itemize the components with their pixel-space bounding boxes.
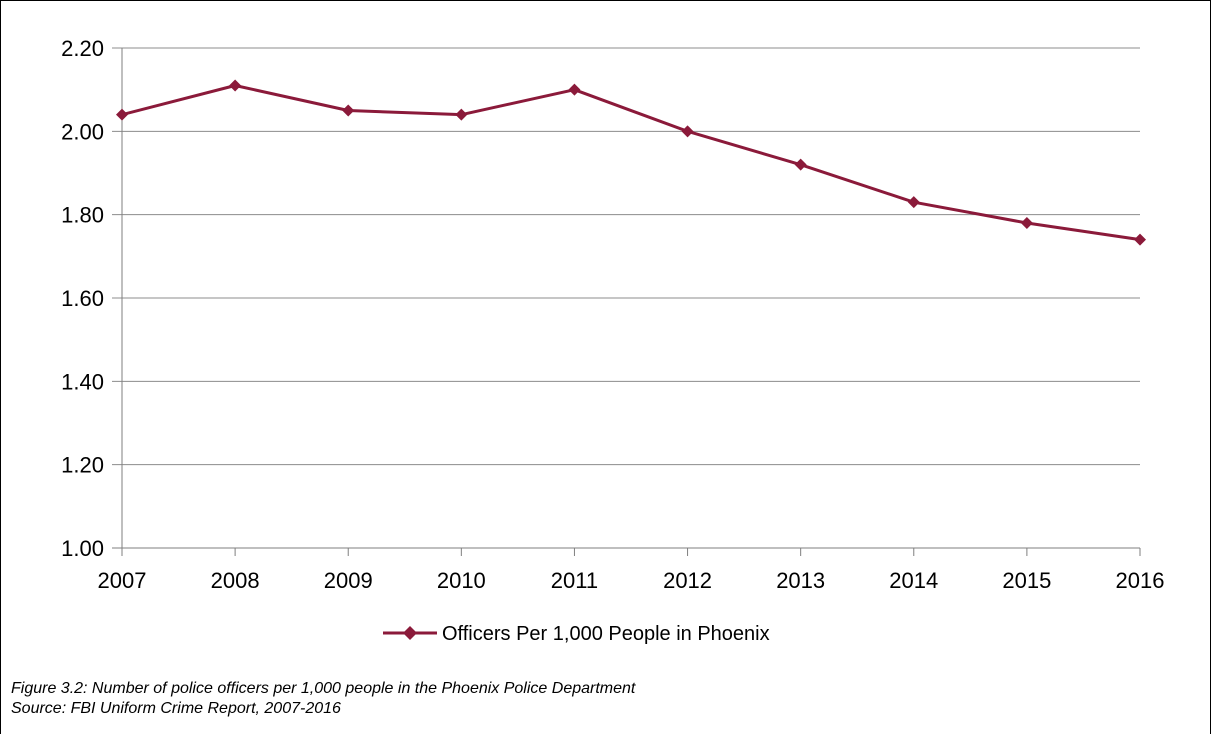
data-point-marker <box>681 125 694 138</box>
y-tick-label: 1.40 <box>61 369 104 394</box>
y-tick-label: 1.80 <box>61 203 104 228</box>
x-tick-label: 2009 <box>324 568 373 593</box>
x-tick-label: 2007 <box>98 568 147 593</box>
y-axis-tick-labels: 1.00 1.20 1.40 1.60 1.80 2.00 2.20 <box>61 36 104 561</box>
series-group <box>116 79 1146 246</box>
legend-marker-swatch <box>403 626 417 640</box>
data-point-marker <box>342 104 355 117</box>
y-tick-label: 2.20 <box>61 36 104 61</box>
x-tick-label: 2016 <box>1116 568 1165 593</box>
line-chart: 1.001.201.401.601.802.002.20 2007 2008 200… <box>61 36 1165 645</box>
data-point-marker <box>229 79 242 92</box>
x-axis-tick-labels: 2007 2008 2009 2010 2011 2012 2013 2014 2015 2016 <box>98 568 1165 593</box>
figure-caption: Figure 3.2: Number of police officers pe… <box>11 679 635 719</box>
data-point-marker <box>1134 233 1146 246</box>
caption-source-text: Source: FBI Uniform Crime Report, 2007-2… <box>11 700 341 717</box>
x-tick-label: 2014 <box>889 568 938 593</box>
x-tick-label: 2011 <box>551 568 598 593</box>
y-tick-label: 1.00 <box>61 536 104 561</box>
data-point-marker <box>116 108 128 121</box>
y-tick-label: 1.20 <box>61 453 104 478</box>
x-tick-label: 2008 <box>211 568 260 593</box>
data-point-marker <box>907 196 920 209</box>
x-tick-label: 2010 <box>437 568 486 593</box>
legend-label: Officers Per 1,000 People in Phoenix <box>442 623 770 645</box>
data-point-marker <box>794 158 807 171</box>
x-axis <box>121 48 1141 556</box>
caption-figure-text: Figure 3.2: Number of police officers pe… <box>11 680 636 697</box>
data-point-marker <box>455 108 468 121</box>
legend: Officers Per 1,000 People in Phoenix <box>383 623 770 645</box>
x-tick-label: 2013 <box>776 568 825 593</box>
x-tick-label: 2012 <box>663 568 712 593</box>
y-tick-label: 1.60 <box>61 286 104 311</box>
data-point-marker <box>568 83 581 96</box>
data-point-marker <box>1020 217 1033 229</box>
gridlines <box>112 47 1140 549</box>
y-tick-label: 2.00 <box>61 119 104 144</box>
series-line <box>121 84 1141 242</box>
x-tick-label: 2015 <box>1002 568 1051 593</box>
